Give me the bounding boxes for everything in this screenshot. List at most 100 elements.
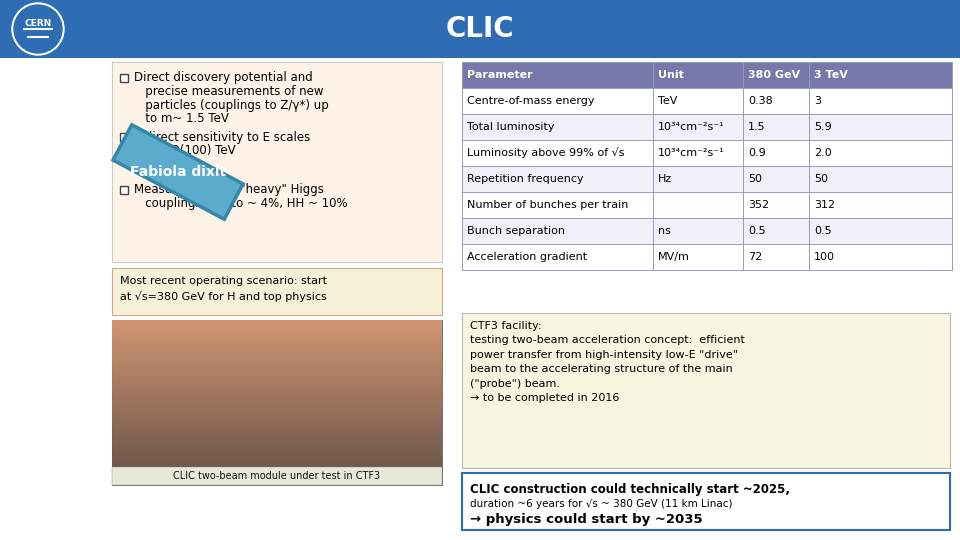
Bar [112,457,442,458]
Text: Luminosity above 99% of √s: Luminosity above 99% of √s [467,147,625,159]
Bar [112,426,442,427]
Bar [112,479,442,480]
Bar [112,343,442,344]
Bar [112,462,442,463]
Bar [112,442,442,443]
Text: Total luminosity: Total luminosity [467,122,555,132]
Bar [462,244,952,270]
Bar [112,455,442,456]
Bar [112,353,442,354]
Text: 50: 50 [748,174,762,184]
Bar [112,477,442,478]
Text: 100: 100 [814,252,835,262]
Bar [112,468,442,469]
Text: 72: 72 [748,252,762,262]
Text: duration ~6 years for √s ~ 380 GeV (11 km Linac): duration ~6 years for √s ~ 380 GeV (11 k… [470,499,732,509]
Bar [112,369,442,370]
Bar [112,362,442,363]
Bar [112,461,442,462]
Bar [112,399,442,400]
Bar [112,422,442,423]
Bar [112,380,442,381]
Bar [112,406,442,407]
Text: CLIC construction could technically start ~2025,: CLIC construction could technically star… [470,483,790,496]
Bar [112,438,442,439]
Bar [112,373,442,374]
Bar [112,467,442,468]
Bar [112,345,442,346]
Bar [462,192,952,218]
Bar [462,88,952,114]
Bar [112,346,442,347]
Bar [112,320,442,485]
Bar [112,398,442,399]
Bar [112,383,442,384]
Bar [112,323,442,324]
Bar [112,432,442,433]
Bar [112,415,442,416]
Text: Bunch separation: Bunch separation [467,226,565,236]
Text: 10³⁴cm⁻²s⁻¹: 10³⁴cm⁻²s⁻¹ [658,148,725,158]
Bar [112,454,442,455]
Bar [112,480,442,481]
Text: 312: 312 [814,200,835,210]
Text: 352: 352 [748,200,769,210]
Bar [112,410,442,411]
Bar [112,371,442,372]
Bar [112,347,442,348]
Bar [112,412,442,413]
Bar [112,458,442,459]
Bar [112,375,442,376]
Bar [112,472,442,473]
Bar [112,391,442,392]
Text: CLIC two-beam module under test in CTF3: CLIC two-beam module under test in CTF3 [174,471,380,481]
Bar [112,420,442,421]
Bar [112,421,442,422]
Bar [112,431,442,432]
Bar [120,74,128,82]
Bar [112,334,442,335]
Bar [112,411,442,412]
Text: 0.5: 0.5 [748,226,766,236]
Bar [112,331,442,332]
Bar [112,397,442,398]
Bar [112,341,442,342]
Bar [112,437,442,438]
Text: 50: 50 [814,174,828,184]
Bar [112,338,442,339]
Bar [112,387,442,388]
Bar [112,402,442,403]
Bar [112,361,442,362]
Text: Acceleration gradient: Acceleration gradient [467,252,588,262]
Bar [112,268,442,315]
Bar [462,218,952,244]
Bar [112,425,442,426]
Bar [112,440,442,441]
Bar [112,376,442,377]
Bar [112,354,442,355]
Bar [112,339,442,340]
Bar [112,350,442,351]
Bar [112,427,442,428]
Bar [112,434,442,435]
Bar [112,356,442,357]
Bar [112,449,442,450]
Bar [112,355,442,356]
Bar [112,447,442,448]
Text: 2.0: 2.0 [814,148,831,158]
Bar [112,365,442,366]
Text: particles (couplings to Z/γ*) up: particles (couplings to Z/γ*) up [134,98,328,111]
Bar [112,328,442,329]
Bar [112,348,442,349]
Bar [112,396,442,397]
Bar [112,446,442,447]
Bar [112,482,442,483]
Bar [112,332,442,333]
Text: MV/m: MV/m [658,252,690,262]
Bar [112,471,442,472]
Bar [112,372,442,373]
Bar [112,443,442,444]
Bar [112,388,442,389]
Bar [120,133,128,141]
Text: Repetition frequency: Repetition frequency [467,174,584,184]
